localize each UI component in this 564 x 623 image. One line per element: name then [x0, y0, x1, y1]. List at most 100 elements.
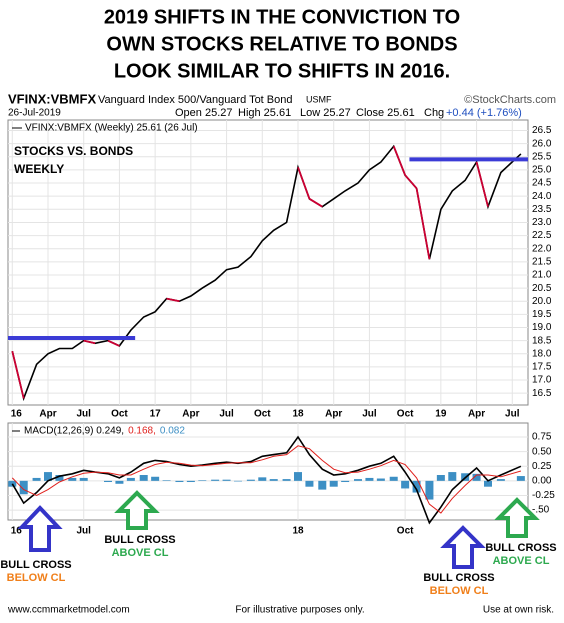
histogram-bar [68, 477, 77, 481]
legend-label: 0.082 [160, 426, 185, 437]
down-segment [166, 297, 180, 303]
y-tick-label: 25.0 [532, 165, 552, 176]
y-tick-label: -0.25 [532, 490, 555, 501]
plot-area [7, 119, 529, 406]
y-tick-label: 20.0 [532, 296, 552, 307]
callout-title: BULL CROSS [0, 559, 71, 571]
legend-label: VFINX:VBMFX (Weekly) 25.61 (26 Jul) [25, 123, 198, 134]
down-segment [11, 350, 25, 399]
x-tick-label: Oct [397, 526, 414, 537]
low: Low 25.27 [300, 107, 351, 119]
macd-line [11, 445, 522, 514]
histogram-bar [175, 480, 184, 483]
histogram-bar [294, 472, 302, 481]
histogram-bar [516, 476, 525, 481]
legend-label: 0.168, [128, 426, 156, 437]
histogram-bar [329, 480, 338, 487]
histogram-bar [104, 480, 112, 483]
arrow [494, 497, 540, 538]
down-segment [415, 188, 431, 260]
histogram-bar [425, 480, 434, 500]
histogram-bar [44, 472, 52, 481]
callout-text: BELOW CL [430, 585, 489, 597]
chg: +0.44 (+1.76%) [446, 107, 522, 119]
callout-text: ABOVE CL [493, 555, 550, 567]
x-tick-label: Jul [76, 409, 91, 420]
histogram-bar [151, 476, 160, 481]
histogram-bar [8, 480, 17, 487]
histogram-bar [162, 480, 171, 481]
callout-title: BULL CROSS [423, 572, 494, 584]
chg-label: Chg [424, 107, 444, 119]
arrow [440, 525, 486, 569]
down-segment [297, 166, 311, 200]
down-segment [475, 161, 489, 207]
histogram-bar [32, 477, 41, 481]
annotation: WEEKLY [14, 162, 64, 176]
histogram-bar [222, 479, 231, 481]
histogram-bar [341, 480, 350, 483]
y-tick-label: 0.25 [532, 461, 552, 472]
down-segment [83, 339, 96, 345]
down-segment [392, 145, 406, 176]
histogram-bar [115, 480, 124, 484]
down-segment [404, 174, 418, 189]
y-tick-label: 23.0 [532, 217, 552, 228]
x-tick-label: Oct [254, 409, 271, 420]
x-tick-label: 18 [292, 526, 304, 537]
histogram-bar [234, 480, 242, 482]
histogram-bar [198, 480, 207, 481]
x-tick-label: 16 [11, 409, 23, 420]
high: High 25.61 [238, 107, 291, 119]
y-tick-label: 19.5 [532, 309, 552, 320]
histogram-bar [389, 476, 398, 481]
arrow [17, 505, 63, 552]
y-tick-label: 16.5 [532, 388, 552, 399]
callout-text: ABOVE CL [112, 547, 169, 559]
y-tick-label: 23.5 [532, 204, 552, 215]
histogram-bar [436, 475, 445, 481]
y-tick-label: -.50 [532, 505, 550, 516]
histogram-bar [282, 479, 291, 481]
x-tick-label: 17 [150, 409, 162, 420]
x-tick-label: Apr [182, 409, 199, 420]
y-tick-label: 25.5 [532, 151, 552, 162]
x-tick-label: Jul [76, 526, 91, 537]
x-tick-label: 16 [11, 526, 23, 537]
x-tick-label: 18 [292, 409, 304, 420]
histogram-bar [79, 477, 88, 481]
panel: 0.75 0.50 0.25 0.00 -0.25 -.50 16 Jul 18 Oct MACD(… [7, 422, 555, 537]
histogram-bar [412, 480, 421, 493]
histogram-bar [472, 473, 481, 481]
y-tick-label: 21.0 [532, 270, 552, 281]
x-tick-label: Apr [325, 409, 342, 420]
histogram-bar [401, 480, 410, 489]
histogram-bar [55, 475, 64, 481]
x-tick-label: Jul [362, 409, 377, 420]
symbol: VFINX:VBMFX [8, 91, 96, 106]
histogram-bar [484, 480, 492, 487]
title-line: 2019 SHIFTS IN THE CONVICTION TO [104, 6, 460, 28]
callout-text: BELOW CL [7, 572, 66, 584]
histogram-bar [305, 480, 314, 487]
open: Open 25.27 [175, 107, 233, 119]
y-tick-label: 0.75 [532, 432, 552, 443]
y-tick-label: 17.5 [532, 362, 552, 373]
title-line: LOOK SIMILAR TO SHIFTS IN 2016. [114, 60, 450, 82]
y-tick-label: 0.50 [532, 446, 552, 457]
callout-title: BULL CROSS [104, 534, 175, 546]
x-tick-label: Apr [39, 409, 56, 420]
exchange: USMF [306, 94, 332, 104]
legend-label: MACD(12,26,9) 0.249, [24, 426, 124, 437]
x-tick-label: Oct [111, 409, 128, 420]
y-tick-label: 22.5 [532, 230, 552, 241]
footer-right: Use at own risk. [483, 605, 554, 616]
y-tick-label: 24.5 [532, 178, 552, 189]
histogram-bar [19, 480, 28, 495]
x-tick-label: Apr [468, 409, 485, 420]
source: ©StockCharts.com [464, 94, 556, 106]
histogram-bar [318, 480, 327, 490]
y-tick-label: 0.00 [532, 475, 552, 486]
histogram-bar [269, 479, 278, 481]
